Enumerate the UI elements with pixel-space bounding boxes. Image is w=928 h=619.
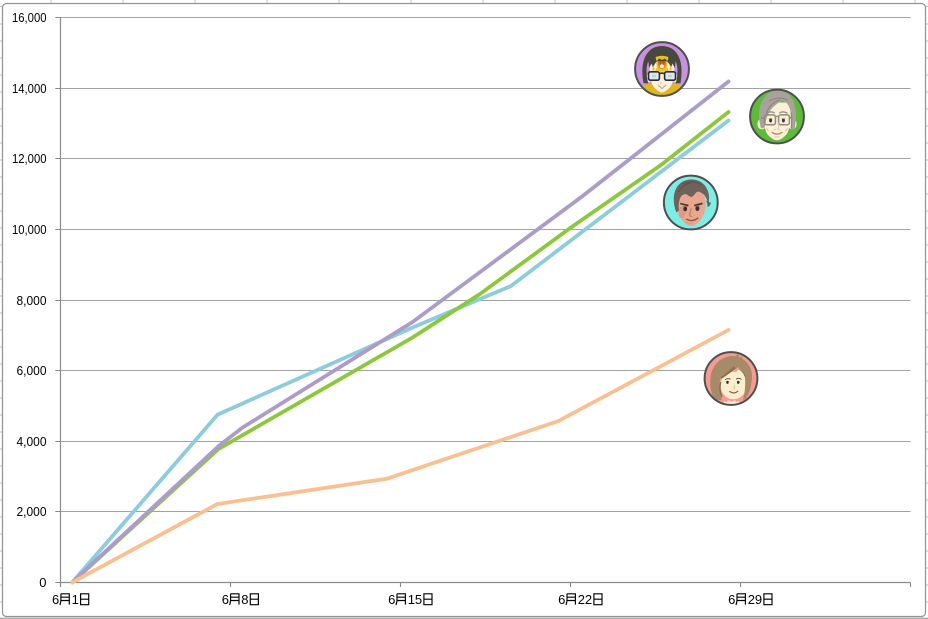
svg-text:1: 1 (72, 592, 79, 607)
svg-text:6: 6 (558, 592, 565, 607)
svg-text:6: 6 (52, 592, 59, 607)
svg-text:8: 8 (241, 592, 248, 607)
svg-text:14,000: 14,000 (12, 81, 47, 96)
svg-text:6: 6 (388, 592, 395, 607)
svg-text:29: 29 (748, 592, 762, 607)
svg-text:6: 6 (222, 592, 229, 607)
svg-text:4,000: 4,000 (17, 434, 47, 449)
svg-text:6: 6 (728, 592, 735, 607)
svg-text:8,000: 8,000 (17, 293, 47, 308)
svg-text:2,000: 2,000 (17, 504, 47, 519)
svg-text:6,000: 6,000 (17, 363, 47, 378)
svg-text:0: 0 (39, 575, 46, 590)
svg-text:10,000: 10,000 (12, 222, 47, 237)
svg-text:15: 15 (408, 592, 422, 607)
svg-text:12,000: 12,000 (12, 151, 47, 166)
svg-text:22: 22 (578, 592, 592, 607)
svg-text:16,000: 16,000 (12, 10, 47, 25)
